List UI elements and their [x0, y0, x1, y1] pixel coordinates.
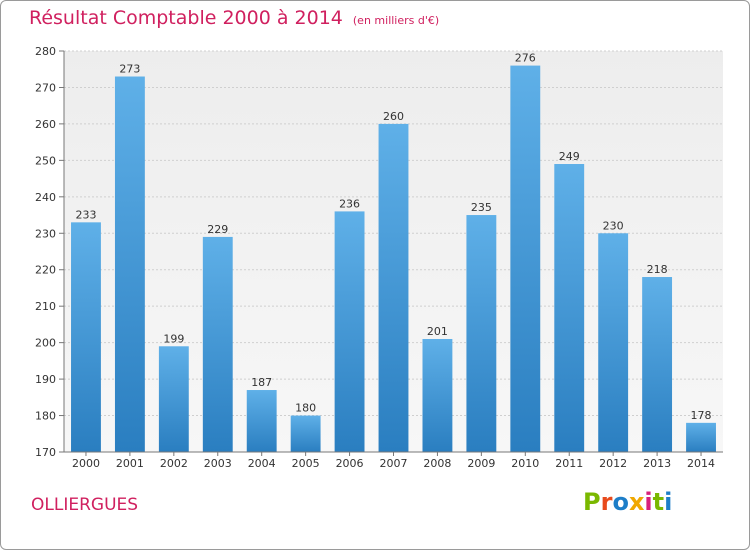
y-tick-label: 180	[35, 410, 56, 423]
bar-value-label: 199	[163, 332, 184, 345]
x-tick-label: 2004	[248, 457, 276, 470]
x-tick-label: 2001	[116, 457, 144, 470]
y-tick-label: 250	[35, 154, 56, 167]
bar-2001	[114, 76, 145, 452]
bar-2008	[422, 338, 453, 452]
x-tick-label: 2003	[204, 457, 232, 470]
y-tick-label: 190	[35, 373, 56, 386]
y-tick-label: 210	[35, 300, 56, 313]
x-tick-label: 2005	[292, 457, 320, 470]
x-tick-label: 2002	[160, 457, 188, 470]
bar-value-label: 230	[603, 219, 624, 232]
chart-unit: (en milliers d'€)	[352, 14, 440, 27]
bar-2003	[202, 236, 233, 452]
bar-value-label: 229	[207, 223, 228, 236]
bar-value-label: 235	[471, 201, 492, 214]
y-tick-label: 220	[35, 264, 56, 277]
x-tick-label: 2007	[380, 457, 408, 470]
bar-2004	[246, 390, 277, 452]
place-name: OLLIERGUES	[31, 495, 139, 515]
bar-2000	[71, 222, 101, 452]
x-tick-label: 2010	[511, 457, 539, 470]
bar-value-label: 233	[75, 208, 96, 221]
brand-letter: t	[652, 488, 665, 516]
y-tick-label: 170	[35, 446, 56, 459]
bar-value-label: 178	[691, 409, 712, 422]
bar-2002	[158, 346, 189, 452]
x-tick-label: 2012	[599, 457, 627, 470]
bar-value-label: 236	[339, 197, 360, 210]
brand-letter: o	[612, 488, 629, 516]
x-tick-label: 2008	[423, 457, 451, 470]
bar-value-label: 249	[559, 150, 580, 163]
brand-letter: i	[664, 488, 673, 516]
x-tick-label: 2011	[555, 457, 583, 470]
y-tick-label: 200	[35, 337, 56, 350]
x-tick-label: 2000	[72, 457, 100, 470]
bar-2014	[686, 422, 716, 452]
bar-value-label: 276	[515, 52, 536, 65]
x-tick-label: 2014	[687, 457, 715, 470]
bar-value-label: 180	[295, 402, 316, 415]
bar-2011	[554, 164, 585, 452]
x-tick-label: 2013	[643, 457, 671, 470]
bar-2010	[510, 65, 541, 452]
bar-2009	[466, 215, 497, 452]
bar-value-label: 260	[383, 110, 404, 123]
bar-2006	[334, 211, 365, 452]
x-tick-label: 2006	[336, 457, 364, 470]
bar-2013	[642, 277, 673, 452]
brand-letter: i	[644, 488, 653, 516]
chart-title-text: Résultat Comptable 2000 à 2014	[29, 7, 343, 29]
y-tick-label: 270	[35, 81, 56, 94]
bar-value-label: 218	[647, 263, 668, 276]
y-tick-label: 260	[35, 118, 56, 131]
brand-letter: x	[628, 488, 645, 516]
brand-logo: Proxiti	[583, 488, 672, 516]
bar-value-label: 187	[251, 376, 272, 389]
y-tick-label: 240	[35, 191, 56, 204]
bar-2005	[290, 415, 321, 452]
brand-letter: P	[583, 488, 601, 516]
y-tick-label: 230	[35, 227, 56, 240]
bar-value-label: 273	[119, 63, 140, 76]
bar-value-label: 201	[427, 325, 448, 338]
chart-title: Résultat Comptable 2000 à 2014 (en millie…	[29, 7, 439, 29]
brand-letter: r	[600, 488, 613, 516]
x-tick-label: 2009	[467, 457, 495, 470]
bar-2012	[598, 233, 629, 452]
y-tick-label: 280	[35, 45, 56, 58]
bar-2007	[378, 123, 409, 452]
